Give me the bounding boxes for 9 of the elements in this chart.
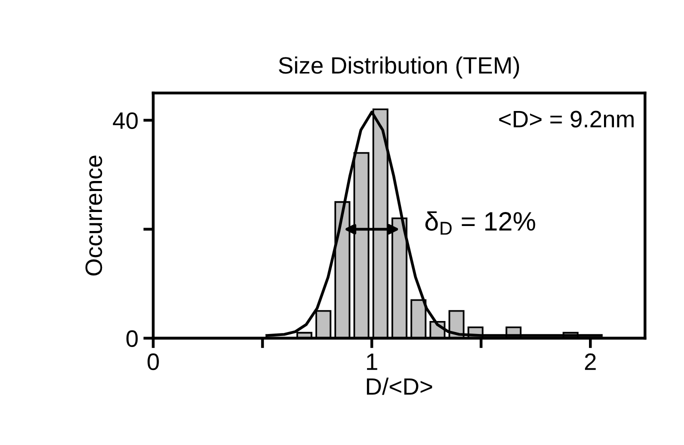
x-tick-label: 0 — [148, 353, 159, 370]
x-tick-label: 1 — [367, 354, 378, 370]
chart-title: Size Distribution (TEM) — [278, 56, 520, 78]
annotation: δ$_{D}$ = 12% — [425, 211, 536, 235]
annotation: <D> = 9.2nm — [499, 110, 634, 128]
y-tick-label: 40 — [112, 112, 138, 130]
x-axis-title: D/<D> — [366, 378, 432, 395]
y-axis-title: Occurrence — [85, 156, 102, 276]
x-tick-label: 2 — [584, 353, 596, 370]
